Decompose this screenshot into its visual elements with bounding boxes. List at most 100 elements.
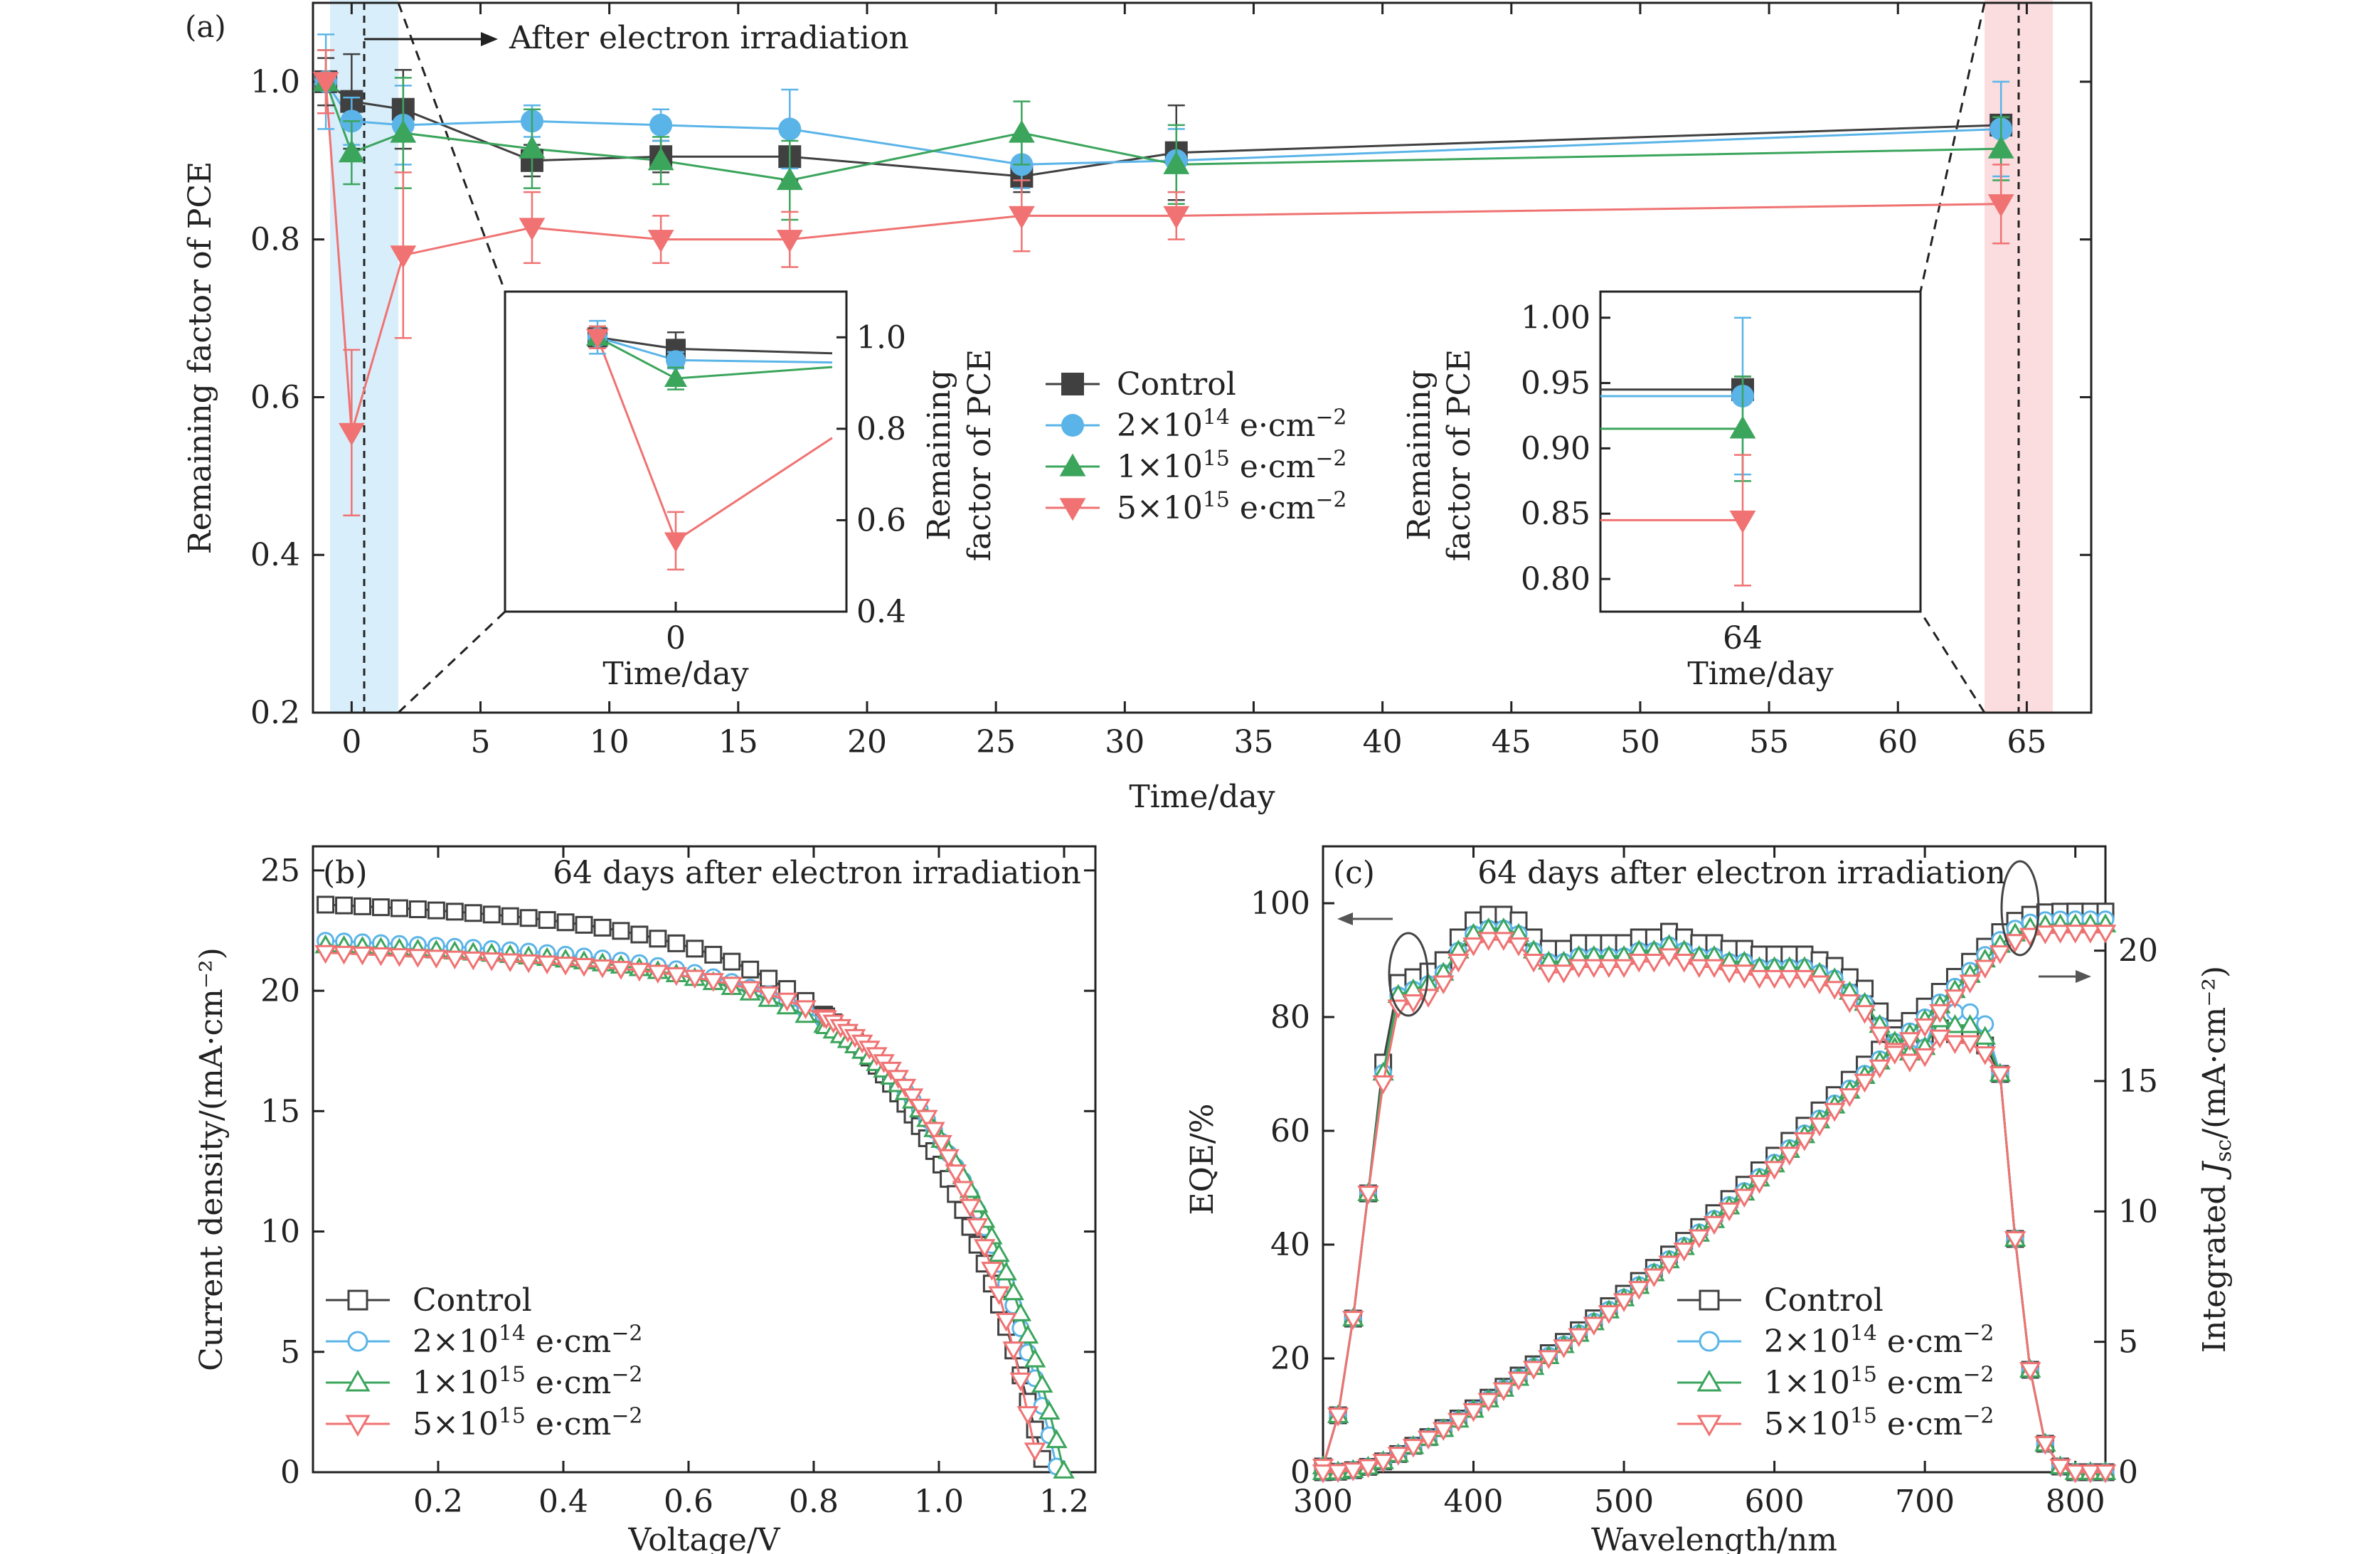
data-point xyxy=(702,973,725,992)
legend-marker xyxy=(1061,414,1084,437)
panel-c-frame xyxy=(1322,845,2107,1474)
x-tick-label: 35 xyxy=(1233,724,1273,760)
data-point xyxy=(2004,934,2026,953)
data-point xyxy=(2019,1362,2041,1381)
panel-b-series xyxy=(314,895,1075,1479)
inset-left-ticks: 0.4 0.6 0.8 1.0 0 xyxy=(666,319,906,656)
legend-marker xyxy=(1696,1370,1722,1392)
legend-marker xyxy=(1699,1331,1720,1352)
data-point xyxy=(1568,959,1590,979)
data-point xyxy=(482,905,501,924)
data-point xyxy=(1008,206,1035,229)
data-point xyxy=(776,230,803,253)
data-point xyxy=(1024,1348,1046,1368)
data-point xyxy=(704,945,723,964)
x-tick-label: 0 xyxy=(666,620,686,656)
data-point xyxy=(1688,1229,1711,1249)
data-point xyxy=(2064,1464,2086,1484)
legend-label: 1×1015 e·cm−2 xyxy=(1764,1362,1994,1401)
data-point xyxy=(1568,1328,1590,1348)
data-point xyxy=(1913,1018,1936,1038)
zoom-line xyxy=(1919,611,1986,713)
data-point xyxy=(1839,994,1861,1013)
legend-label: Control xyxy=(1117,366,1236,403)
data-point xyxy=(519,135,546,159)
legend-marker xyxy=(1059,453,1086,477)
panel-b: 0.2 0.4 0.6 0.8 1.0 1.2 0 5 10 15 20 25 (b) 64 days… xyxy=(193,845,1097,1554)
y-tick-label: 15 xyxy=(260,1093,300,1129)
y-tick-label: 1.0 xyxy=(856,319,906,356)
data-point xyxy=(930,1134,952,1154)
data-point xyxy=(937,1149,960,1169)
data-point xyxy=(1974,1026,1997,1045)
y2-tick-label: 20 xyxy=(2118,933,2158,969)
y-tick-label: 0.85 xyxy=(1521,496,1590,532)
series-line xyxy=(324,81,2002,182)
data-point xyxy=(390,899,408,917)
data-point xyxy=(1944,1014,1966,1033)
data-point xyxy=(894,1078,917,1098)
y-tick-label: 0.80 xyxy=(1521,561,1590,597)
data-point xyxy=(1944,1035,1966,1054)
data-point xyxy=(1987,194,2014,218)
data-point xyxy=(1763,969,1785,989)
data-point xyxy=(585,329,610,349)
data-point xyxy=(1598,959,1620,979)
legend-label: 5×1015 e·cm−2 xyxy=(1764,1403,1994,1442)
data-point xyxy=(1793,1132,1816,1151)
legend-label: 2×1014 e·cm−2 xyxy=(1117,405,1346,444)
data-point xyxy=(1598,1305,1620,1324)
data-point xyxy=(901,1088,924,1107)
data-point xyxy=(1583,959,1605,979)
data-point xyxy=(1357,1459,1379,1479)
data-point xyxy=(647,147,674,171)
panel-b-ticks: 0.2 0.4 0.6 0.8 1.0 1.2 0 5 10 15 20 25 xyxy=(260,846,1095,1520)
y-tick-label: 0.95 xyxy=(1521,366,1590,402)
data-point xyxy=(1477,932,1499,951)
data-point xyxy=(1869,1059,1891,1079)
y-tick-label: 1.0 xyxy=(250,64,300,100)
data-point xyxy=(758,986,780,1006)
data-point xyxy=(501,907,519,925)
x-tick-label: 25 xyxy=(976,724,1016,760)
x-tick-label: 15 xyxy=(718,724,758,760)
data-point xyxy=(1522,1361,1545,1380)
data-point xyxy=(333,945,355,965)
data-point xyxy=(370,947,392,967)
y-tick-label: 100 xyxy=(1250,885,1310,922)
data-point xyxy=(1854,1005,1876,1024)
data-point xyxy=(1643,953,1665,973)
data-point xyxy=(1016,1324,1039,1344)
panel-a-ylabel: Remaining factor of PCE xyxy=(182,161,218,555)
data-point xyxy=(649,113,673,137)
panel-c-y2label: Integrated Jsc/(mA·cm⁻²) xyxy=(2196,966,2236,1353)
x-tick-label: 500 xyxy=(1594,1484,1654,1520)
x-tick-label: 1.0 xyxy=(914,1484,964,1520)
data-point xyxy=(1016,1406,1039,1425)
data-point xyxy=(1944,989,1966,1008)
data-point xyxy=(1703,1215,1726,1235)
data-point xyxy=(959,1198,982,1218)
data-point xyxy=(1046,1429,1068,1449)
data-point xyxy=(667,934,686,952)
y-tick-label: 0.2 xyxy=(250,695,300,731)
data-point xyxy=(1613,1293,1635,1312)
data-point xyxy=(2064,925,2086,944)
data-point xyxy=(1823,1102,1846,1122)
panel-c-title: 64 days after electron irradiation xyxy=(1477,855,2006,891)
legend-marker xyxy=(345,1415,371,1437)
callout-ellipse-eqe xyxy=(1388,932,1429,1017)
x-tick-label: 0.8 xyxy=(789,1484,839,1520)
legend-marker xyxy=(347,1289,368,1311)
data-point xyxy=(1447,953,1470,973)
legend-label: 2×1014 e·cm−2 xyxy=(413,1321,642,1360)
data-point xyxy=(1673,953,1695,973)
data-point xyxy=(2049,1459,2071,1478)
data-point xyxy=(995,1261,1017,1281)
data-point xyxy=(1342,1311,1364,1330)
data-point xyxy=(554,957,577,976)
data-point xyxy=(427,901,445,920)
x-tick-label: 0.4 xyxy=(538,1484,588,1520)
data-point xyxy=(1627,1281,1650,1300)
